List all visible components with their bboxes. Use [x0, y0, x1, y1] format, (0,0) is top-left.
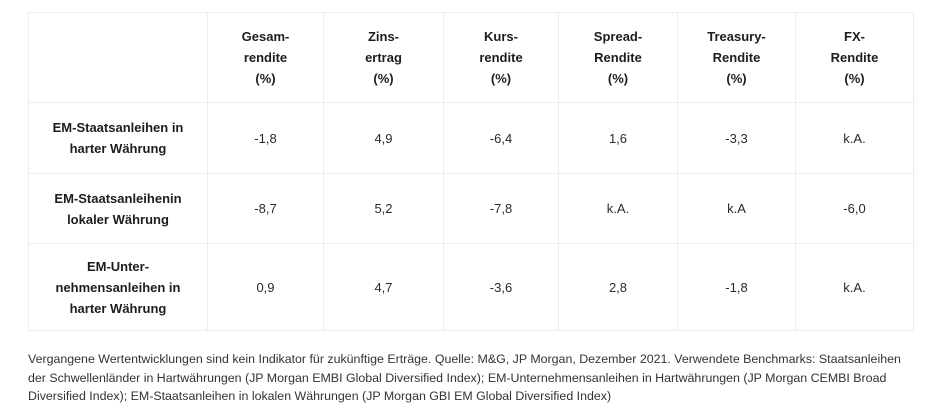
column-header-label: Gesam-rendite (%) [241, 29, 290, 86]
value-text: -1,8 [725, 279, 748, 295]
value-text: -7,8 [489, 201, 513, 216]
value-cell: -8,7 [208, 174, 324, 244]
value-text: k.A. [843, 279, 866, 295]
value-cell: k.A. [796, 244, 914, 331]
column-header-gesamtrendite: Gesam-rendite (%) [208, 13, 324, 103]
value-cell: -3,6 [444, 244, 559, 331]
footnote: Vergangene Wertentwicklungen sind kein I… [28, 352, 901, 404]
value-cell: -1,8 [208, 103, 324, 174]
value-cell: 1,6 [559, 103, 678, 174]
value-cell: -1,8 [678, 244, 796, 331]
column-header-spreadrendite: Spread- Rendite (%) [559, 13, 678, 103]
corner-cell [29, 13, 208, 103]
value-cell: 5,2 [324, 174, 444, 244]
value-cell: 2,8 [559, 244, 678, 331]
row-label-hard-currency-corporate: EM-Unter-nehmensanleihen in harter Währun… [29, 244, 208, 331]
value-cell: 4,7 [324, 244, 444, 331]
row-label-text: EM-Unter-nehmensanleihen in harter Währun… [55, 258, 181, 316]
row-label-hard-currency-sovereign: EM-Staatsanleihen in harter Währung [29, 103, 208, 174]
column-header-label: Kurs-rendite (%) [479, 29, 523, 86]
value-text: 1,6 [608, 130, 628, 146]
column-header-kursrendite: Kurs-rendite (%) [444, 13, 559, 103]
value-text: -3,6 [489, 279, 513, 295]
value-cell: -6,0 [796, 174, 914, 244]
value-text: -3,3 [725, 130, 748, 146]
column-header-label: Spread- Rendite (%) [593, 29, 643, 86]
value-cell: 0,9 [208, 244, 324, 331]
value-cell: k.A. [559, 174, 678, 244]
value-text: 0,9 [256, 279, 275, 295]
column-header-label: Treasury- Rendite (%) [707, 29, 766, 86]
value-text: -1,8 [254, 130, 277, 146]
column-header-fxrendite: FX- Rendite (%) [796, 13, 914, 103]
column-header-label: Zins-ertrag (%) [365, 29, 402, 86]
value-text: k.A. [606, 201, 630, 216]
value-text: -6,4 [489, 130, 513, 146]
value-cell: -3,3 [678, 103, 796, 174]
column-header-zinsertrag: Zins-ertrag (%) [324, 13, 444, 103]
row-label-text: EM-Staatsanleihen in harter Währung [52, 120, 184, 156]
value-cell: 4,9 [324, 103, 444, 174]
row-label-text: EM-Staatsanleihenin lokaler Währung [54, 190, 182, 227]
value-text: -6,0 [843, 201, 866, 216]
value-text: 4,9 [374, 130, 393, 146]
value-text: -8,7 [254, 201, 277, 216]
value-cell: k.A. [796, 103, 914, 174]
value-cell: -6,4 [444, 103, 559, 174]
value-text: 2,8 [608, 279, 628, 295]
value-cell: k.A [678, 174, 796, 244]
value-text: 5,2 [374, 201, 393, 216]
value-text: k.A. [843, 130, 866, 146]
row-label-local-currency-sovereign: EM-Staatsanleihenin lokaler Währung [29, 174, 208, 244]
value-text: k.A [727, 201, 746, 216]
returns-table: Gesam-rendite (%) Zins-ertrag (%) Kurs-ren… [28, 12, 914, 331]
column-header-label: FX- Rendite (%) [830, 29, 879, 86]
column-header-treasuryrendite: Treasury- Rendite (%) [678, 13, 796, 103]
value-text: 4,7 [374, 279, 393, 295]
value-cell: -7,8 [444, 174, 559, 244]
